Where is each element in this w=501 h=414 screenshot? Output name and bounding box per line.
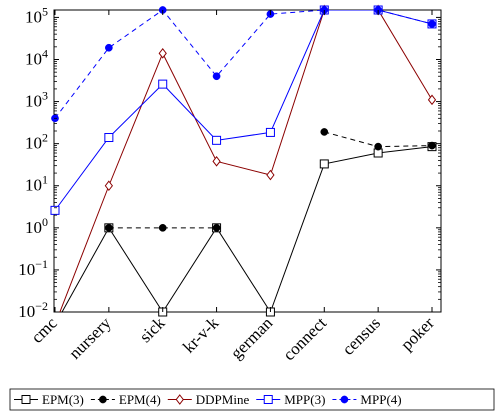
y-tick-label: 105 (25, 4, 48, 26)
y-tick-base: 10 (25, 134, 42, 153)
y-tick-label: 102 (25, 131, 48, 153)
legend-label-ddpmine: DDPMine (196, 392, 250, 407)
data-point-ddpmine (212, 156, 221, 167)
data-point-mpp-3 (158, 79, 168, 89)
plot-frame-layer (53, 9, 442, 313)
data-point-mpp-3 (104, 133, 114, 143)
y-tick-base: 10 (18, 302, 35, 321)
data-point-ddpmine (427, 94, 437, 106)
y-tick-label: 101 (25, 173, 48, 195)
x-tick-label: poker (397, 313, 438, 354)
legend-marker-mpp-4 (340, 395, 349, 404)
y-tick-base: 10 (25, 176, 42, 195)
data-point-mpp-4 (105, 43, 113, 52)
y-tick-exponent: −1 (35, 257, 48, 271)
y-tick-label: 104 (25, 46, 48, 68)
data-point-ddpmine (158, 48, 167, 59)
data-point-epm-4 (158, 223, 167, 232)
data-point-ddpmine (104, 180, 113, 192)
plot-frame (53, 9, 442, 313)
legend-label-epm-4: EPM(4) (119, 392, 161, 407)
x-tick-label: census (338, 313, 383, 358)
data-point-epm-4 (105, 223, 113, 232)
x-axis-ticks: cmc nursery sick kr-v-k german connect census p… (27, 10, 438, 364)
legend-marker-ddpmine (175, 394, 184, 405)
data-point-mpp-3 (265, 127, 275, 137)
legend-marker-epm-3 (21, 395, 31, 404)
y-tick-exponent: 5 (42, 4, 48, 18)
legend-marker-mpp-3 (263, 395, 273, 404)
x-tick-label: connect (279, 313, 330, 364)
legend-box (9, 388, 495, 411)
y-tick-base: 10 (25, 7, 42, 26)
data-point-epm-4 (320, 128, 329, 136)
legend-marker-epm-4 (99, 395, 107, 404)
series-line-epm-3 (61, 146, 433, 312)
data-point-epm-3 (319, 159, 329, 169)
y-tick-exponent: −2 (35, 299, 48, 313)
y-tick-base: 10 (25, 92, 42, 111)
x-tick-label: sick (136, 313, 169, 346)
y-tick-label: 103 (25, 89, 48, 111)
y-tick-exponent: 2 (42, 131, 48, 145)
series-line-mpp-3 (54, 10, 433, 211)
data-point-epm-4 (428, 141, 436, 150)
data-point-mpp-3 (50, 205, 60, 215)
series-line-ddpmine (59, 10, 433, 312)
data-point-ddpmine (266, 169, 275, 181)
data-point-epm-4 (374, 142, 382, 151)
data-point-mpp-4 (428, 20, 436, 28)
data-point-epm-4 (212, 223, 221, 232)
legend: EPM(3) EPM(4) DDPMine MPP(3) MPP(4) (9, 388, 495, 411)
y-tick-base: 10 (25, 218, 42, 237)
legend-label-mpp-4: MPP(4) (360, 392, 401, 407)
data-point-mpp-3 (212, 135, 222, 145)
data-point-mpp-4 (212, 72, 221, 81)
y-tick-label: 10−2 (18, 299, 48, 321)
x-tick-label: kr-v-k (179, 313, 223, 357)
legend-label-mpp-3: MPP(3) (284, 392, 325, 407)
y-tick-label: 100 (25, 215, 48, 237)
y-tick-label: 10−1 (18, 257, 48, 279)
y-tick-exponent: 1 (42, 173, 48, 187)
y-tick-exponent: 4 (42, 46, 48, 60)
x-tick-label: german (227, 313, 277, 363)
y-tick-exponent: 3 (42, 89, 48, 103)
y-tick-base: 10 (18, 260, 35, 279)
legend-label-epm-3: EPM(3) (42, 392, 84, 407)
x-tick-label: nursery (65, 313, 115, 363)
series-line-mpp-4 (54, 10, 433, 119)
y-tick-base: 10 (25, 49, 42, 68)
y-tick-exponent: 0 (42, 215, 48, 229)
series-layer (54, 10, 433, 312)
